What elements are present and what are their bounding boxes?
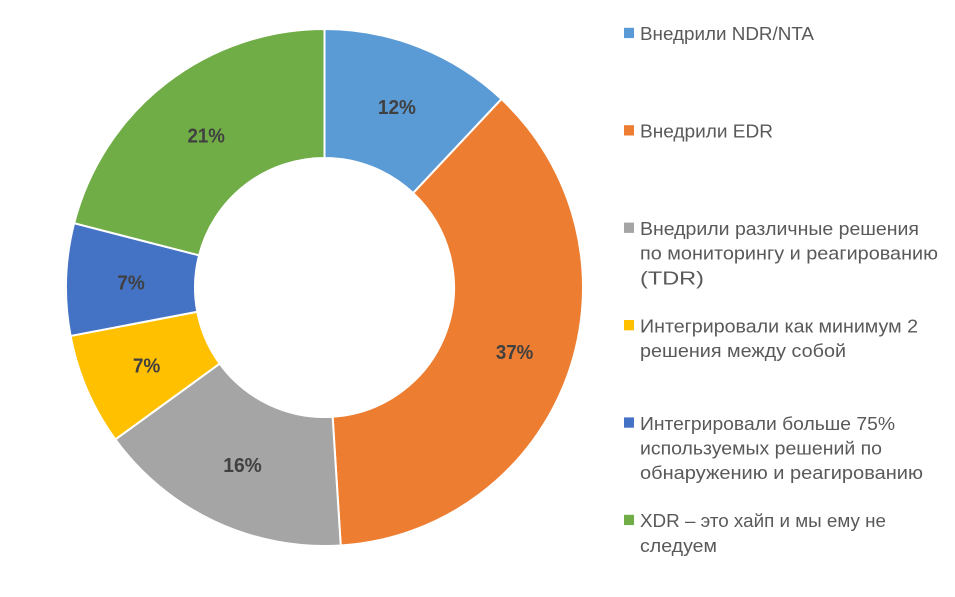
svg-text:следуем: следуем — [640, 535, 717, 556]
svg-text:7%: 7% — [133, 355, 161, 378]
svg-text:12%: 12% — [378, 96, 416, 119]
svg-text:Внедрили NDR/NTA: Внедрили NDR/NTA — [640, 23, 815, 44]
svg-text:Интегрировали больше 75%: Интегрировали больше 75% — [640, 413, 895, 434]
svg-text:XDR – это хайп и мы ему не: XDR – это хайп и мы ему не — [640, 510, 886, 531]
svg-text:Интегрировали как минимум 2: Интегрировали как минимум 2 — [640, 315, 918, 336]
svg-text:37%: 37% — [496, 341, 533, 364]
svg-text:Внедрили EDR: Внедрили EDR — [640, 121, 773, 142]
svg-text:16%: 16% — [223, 454, 262, 477]
svg-text:(TDR): (TDR) — [640, 267, 704, 288]
svg-text:7%: 7% — [117, 272, 145, 295]
svg-text:Внедрили различные решения: Внедрили различные решения — [640, 218, 919, 239]
svg-text:решения между собой: решения между собой — [640, 340, 846, 361]
svg-text:по мониторингу и реагированию: по мониторингу и реагированию — [640, 243, 938, 264]
svg-text:21%: 21% — [188, 125, 225, 148]
svg-text:обнаружению и реагированию: обнаружению и реагированию — [640, 462, 923, 483]
svg-text:используемых решений по: используемых решений по — [640, 438, 882, 459]
